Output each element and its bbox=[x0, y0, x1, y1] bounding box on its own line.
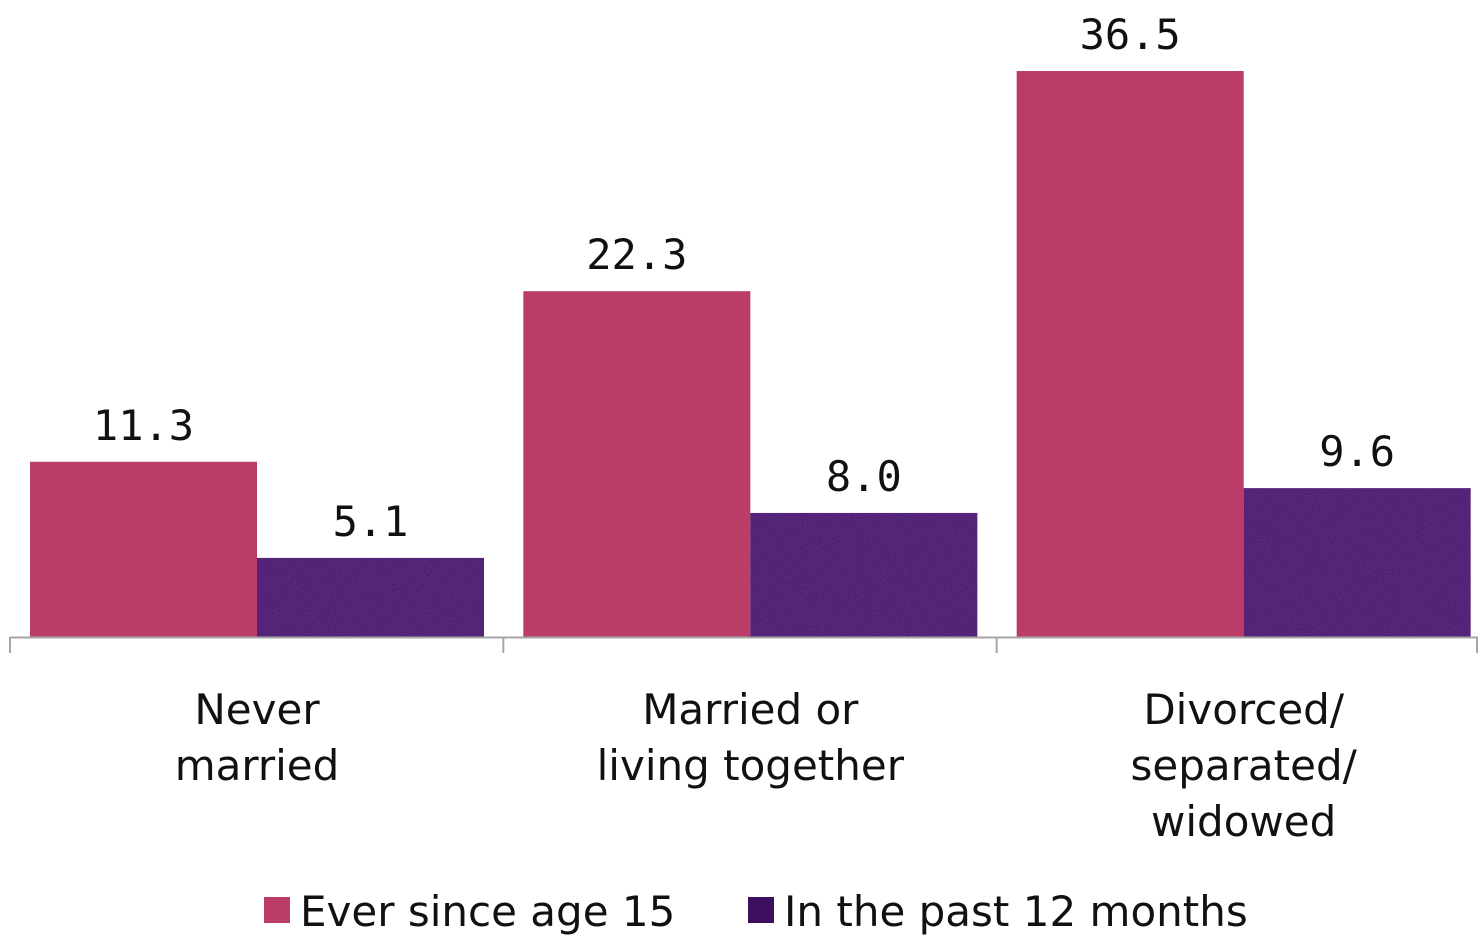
bar-past-12-months-2 bbox=[1243, 488, 1471, 637]
data-label: 9.6 bbox=[1319, 427, 1395, 476]
category-label: Married or living together bbox=[597, 685, 905, 790]
data-label: 5.1 bbox=[333, 497, 409, 546]
data-label: 8.0 bbox=[826, 452, 902, 501]
category-label: Divorced/separated/widowed bbox=[1131, 685, 1358, 846]
bar-ever-since-15-2 bbox=[1016, 71, 1244, 637]
data-label: 11.3 bbox=[93, 401, 194, 450]
legend-swatch bbox=[748, 897, 774, 923]
plot-area: 11.3 5.1 22.3 8.0 36.5 9.6 bbox=[30, 10, 1471, 637]
legend-swatch bbox=[264, 897, 290, 923]
legend-label: In the past 12 months bbox=[784, 887, 1248, 936]
legend: Ever since age 15 In the past 12 months bbox=[264, 887, 1248, 936]
bar-ever-since-15-1 bbox=[523, 291, 751, 637]
bar-past-12-months-0 bbox=[257, 557, 484, 637]
category-label: Never married bbox=[175, 685, 340, 790]
x-axis: Never married Married or living together Div… bbox=[9, 636, 1478, 846]
legend-label: Ever since age 15 bbox=[300, 887, 675, 936]
bar-past-12-months-1 bbox=[750, 512, 978, 637]
data-label: 36.5 bbox=[1080, 10, 1181, 59]
data-label: 22.3 bbox=[586, 230, 687, 279]
bar-ever-since-15-0 bbox=[30, 461, 257, 637]
